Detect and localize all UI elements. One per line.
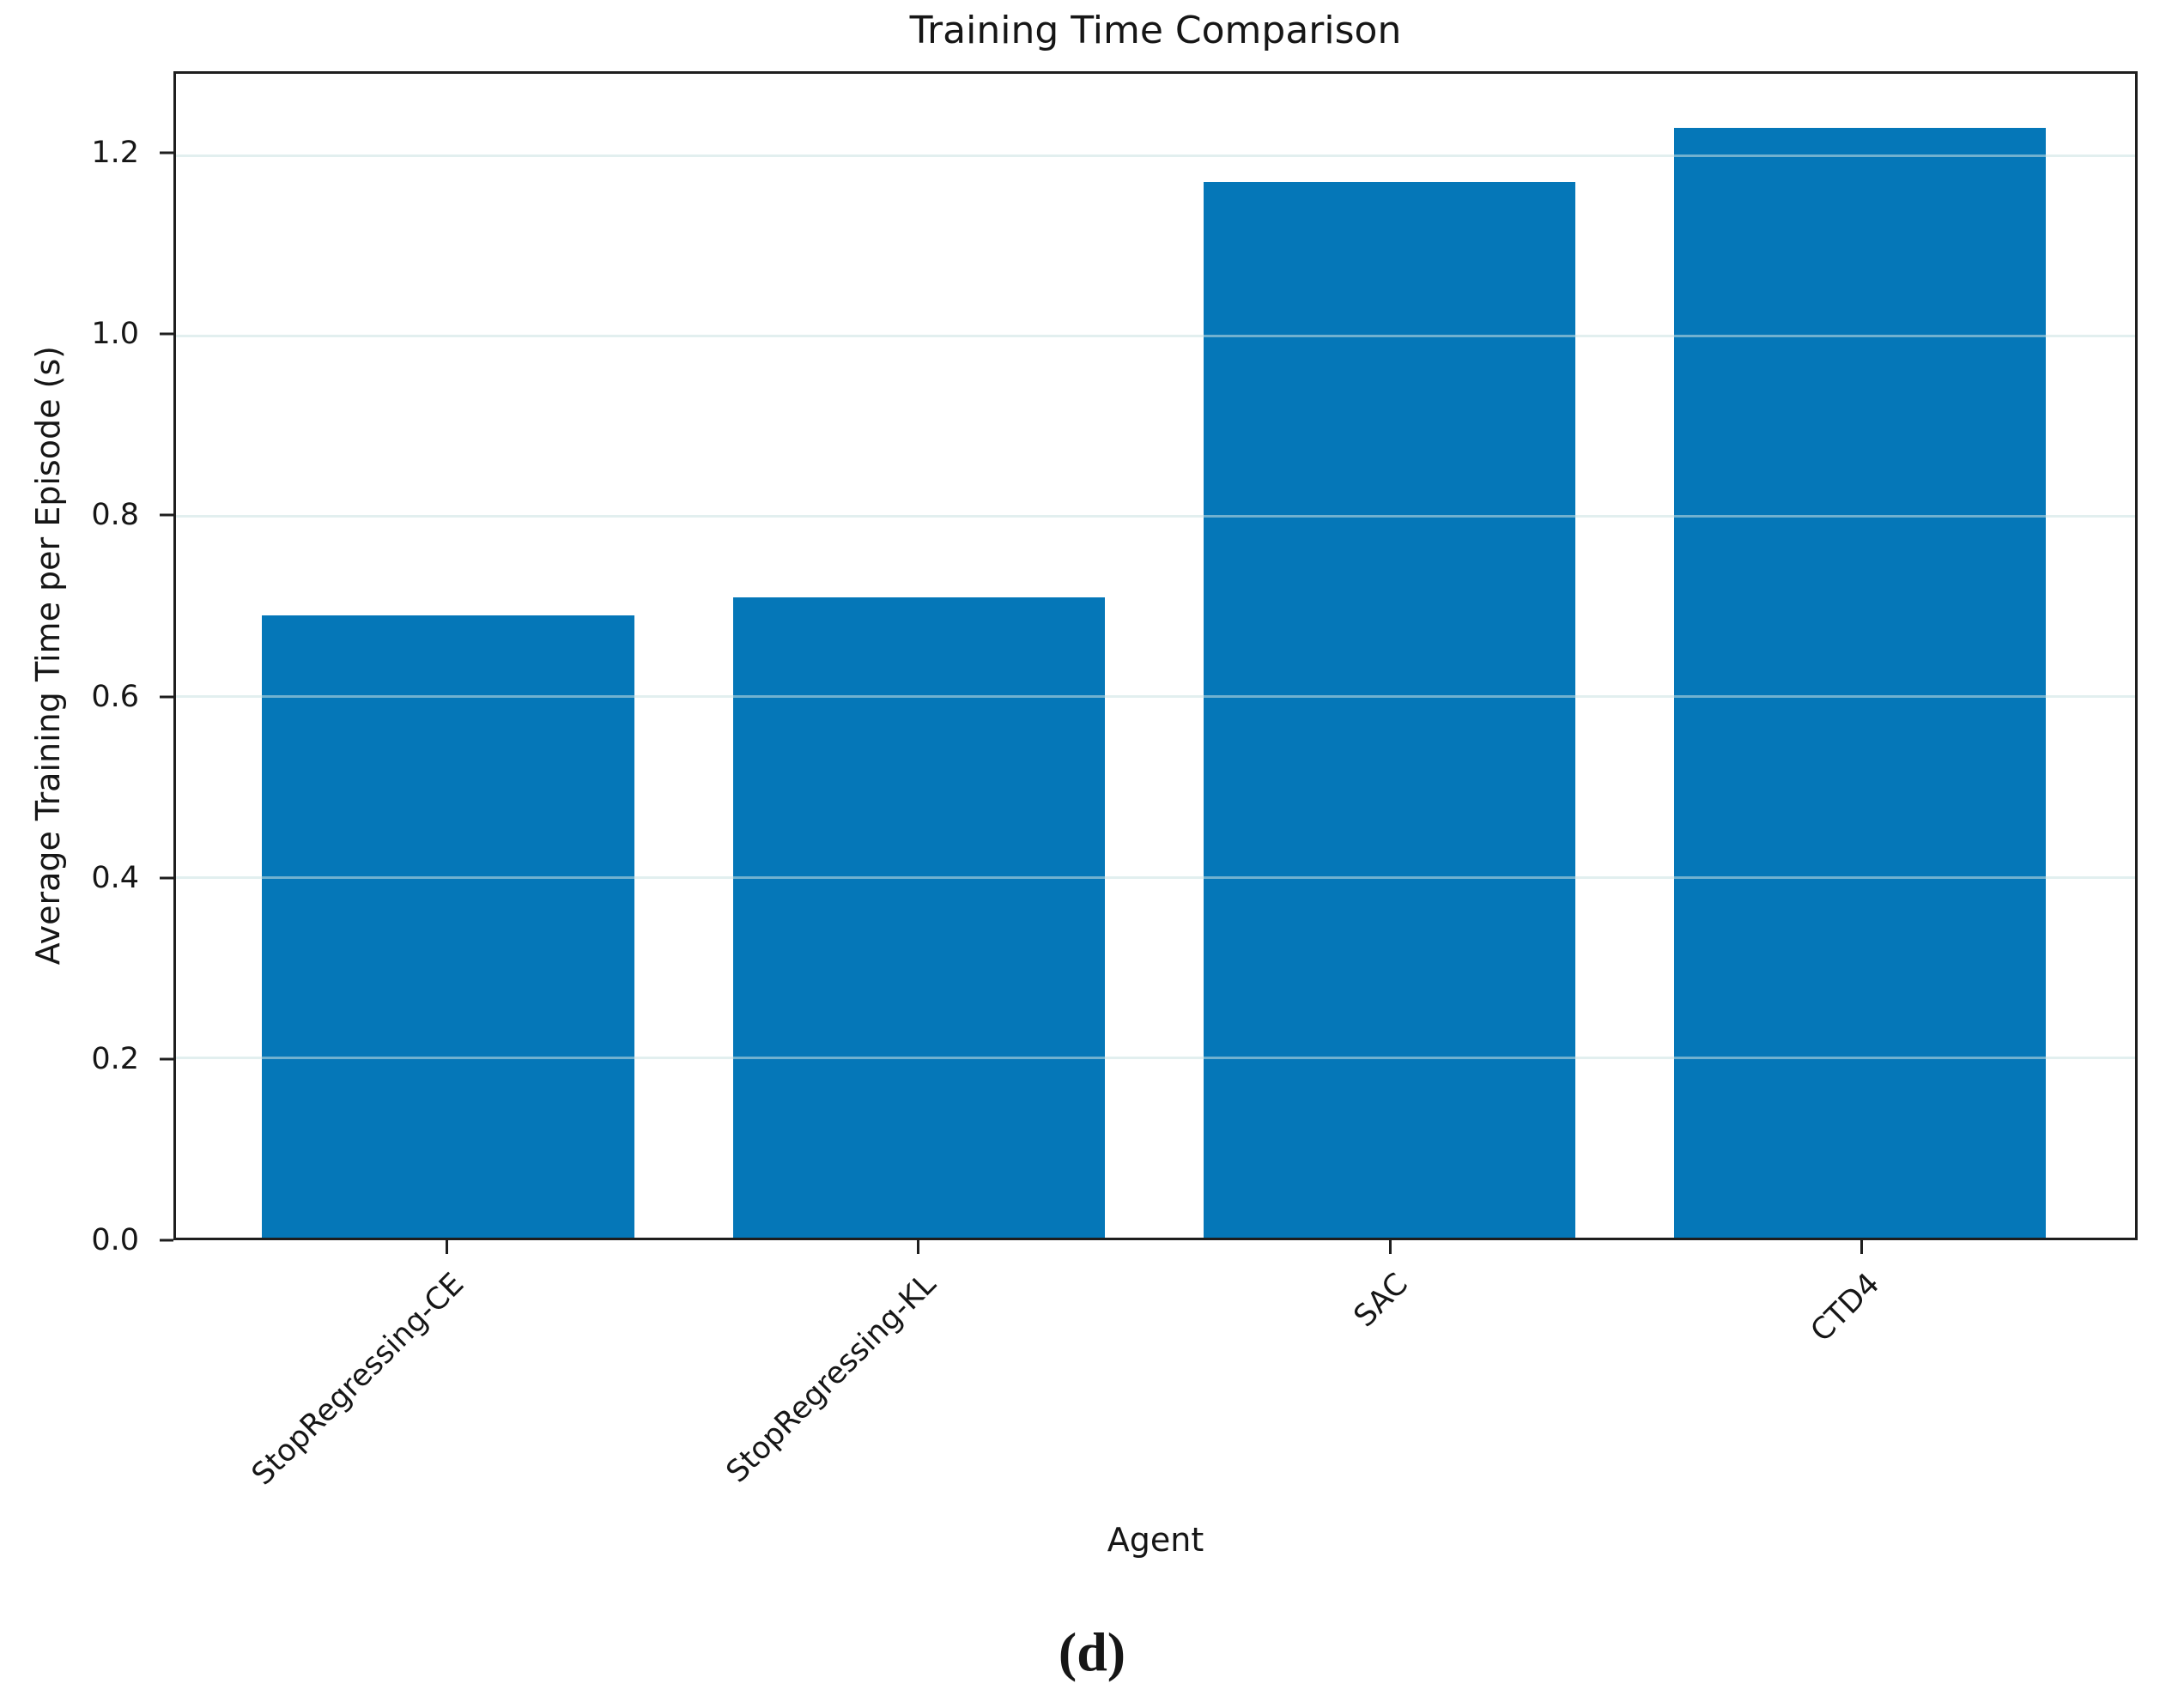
x-tick-mark-stopregressing-ce (445, 1240, 448, 1254)
x-tick-mark-sac (1388, 1240, 1392, 1254)
y-axis: 0.0 0.2 0.4 0.6 0.8 1.0 1.2 (0, 71, 173, 1257)
y-tick-mark-0.6 (160, 695, 173, 698)
y-tick-mark-0.0 (160, 1239, 173, 1242)
y-tick-mark-0.4 (160, 876, 173, 880)
gridline-y-1.2 (176, 154, 2135, 157)
x-tick-label-text: CTD4 (1804, 1267, 1887, 1349)
bar-stopregressing-ce (262, 615, 634, 1238)
y-tick-label-0.6: 0.6 (91, 679, 139, 714)
gridline-y-1.0 (176, 334, 2135, 337)
chart-title: Training Time Comparison (909, 9, 1402, 52)
gridline-y-0.6 (176, 695, 2135, 699)
gridline-y-0.2 (176, 1056, 2135, 1059)
y-tick-label-0.4: 0.4 (91, 860, 139, 895)
x-axis-label: Agent (1107, 1521, 1204, 1559)
y-tick-label-1.2: 1.2 (91, 136, 139, 171)
bar-stopregressing-kl (732, 597, 1106, 1238)
gridline-y-0.8 (176, 515, 2135, 518)
gridline-y-0.4 (176, 875, 2135, 879)
bar-ctd4 (1673, 128, 2047, 1238)
plot-area (173, 71, 2138, 1240)
x-tick-mark-stopregressing-kl (917, 1240, 920, 1254)
y-tick-label-1.0: 1.0 (91, 317, 139, 352)
x-tick-label-text: StopRegressing-KL (719, 1267, 943, 1490)
bar-sac (1203, 182, 1576, 1238)
y-tick-label-0.0: 0.0 (91, 1223, 139, 1257)
y-tick-mark-1.0 (160, 332, 173, 336)
y-tick-mark-1.2 (160, 151, 173, 154)
figure-caption: (d) (1058, 1621, 1126, 1682)
y-tick-mark-0.8 (160, 513, 173, 517)
x-tick-label-text: SAC (1347, 1267, 1415, 1335)
y-tick-mark-0.2 (160, 1057, 173, 1061)
x-tick-label-text: StopRegressing-CE (245, 1267, 471, 1493)
x-tick-mark-ctd4 (1860, 1240, 1864, 1254)
y-tick-label-0.8: 0.8 (91, 498, 139, 533)
y-tick-label-0.2: 0.2 (91, 1041, 139, 1076)
